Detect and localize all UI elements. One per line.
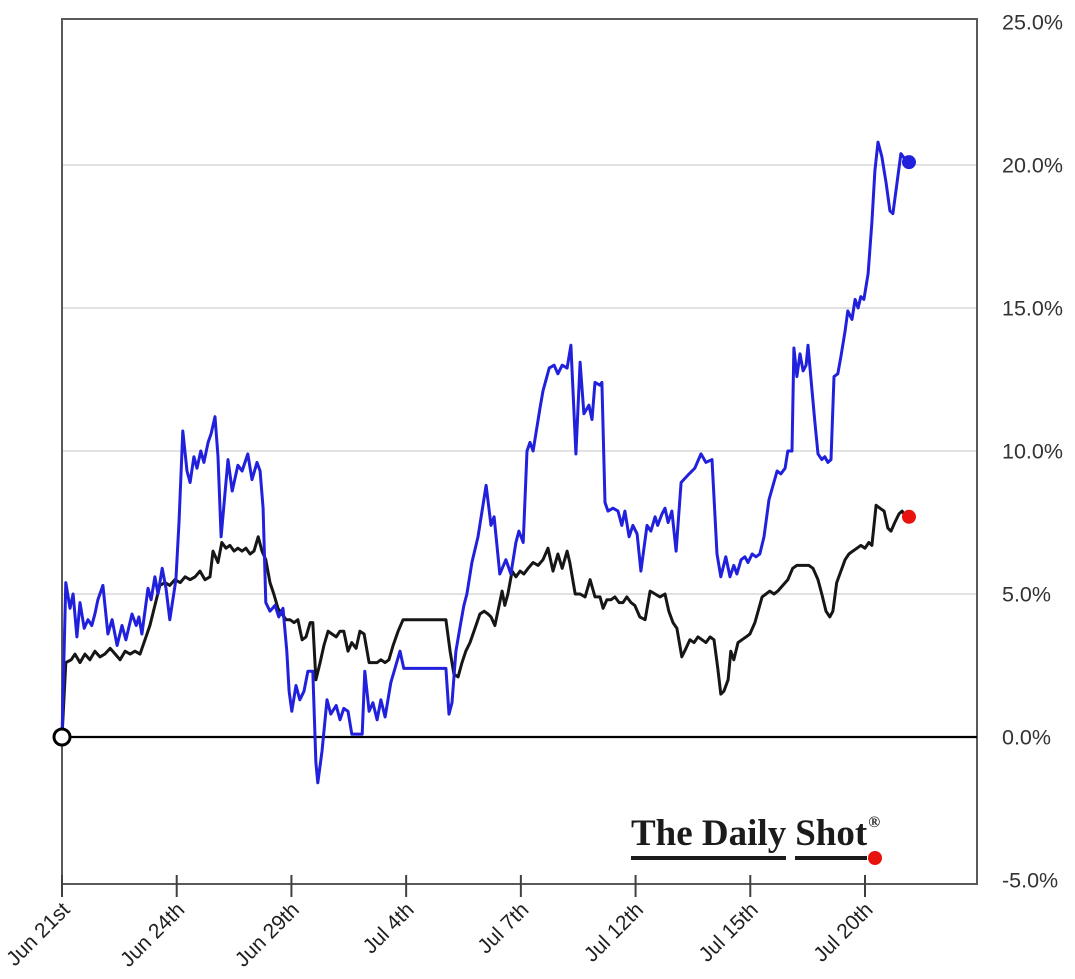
daily-shot-logo: The Daily Shot ®: [631, 812, 883, 865]
x-tick-label: Jul 15th: [695, 898, 763, 966]
y-tick-label: 15.0%: [1002, 297, 1063, 321]
x-tick-label: Jul 7th: [473, 898, 533, 958]
start-marker: [52, 727, 72, 747]
x-tick-label: Jul 4th: [359, 898, 419, 958]
y-tick-label: 0.0%: [1002, 726, 1051, 750]
y-tick-label: -5.0%: [1002, 869, 1058, 893]
y-tick-label: 25.0%: [1002, 11, 1063, 35]
blue-series-line: [60, 140, 911, 785]
y-tick-label: 5.0%: [1002, 583, 1051, 607]
x-tick-label: Jul 12th: [580, 898, 648, 966]
logo-red-dot-icon: [868, 850, 883, 865]
plot-border: [61, 18, 978, 885]
black-series-end-marker: [901, 509, 916, 524]
logo-text-shot: Shot: [795, 813, 883, 865]
blue-series-end-marker: [901, 155, 916, 170]
y-tick-label: 10.0%: [1002, 440, 1063, 464]
registered-mark: ®: [868, 814, 881, 831]
x-tick-label: Jun 29th: [231, 898, 304, 971]
y-tick-label: 20.0%: [1002, 154, 1063, 178]
x-tick-label: Jul 20th: [809, 898, 877, 966]
x-tick-label: Jun 21st: [2, 898, 75, 971]
x-tick-label: Jun 24th: [116, 898, 189, 971]
logo-text-the-daily: The Daily: [631, 813, 787, 860]
black-series-line: [60, 503, 911, 739]
